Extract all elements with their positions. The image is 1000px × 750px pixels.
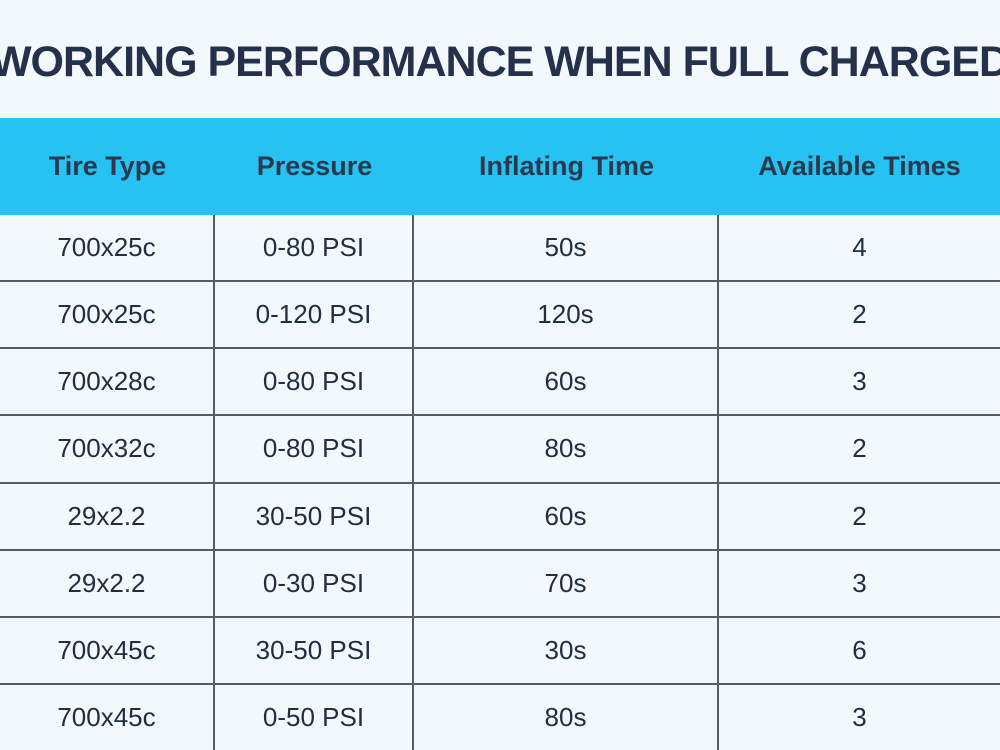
table-cell: 0-80 PSI xyxy=(215,416,414,482)
column-header-inflating-time: Inflating Time xyxy=(478,151,654,181)
table-cell: 29x2.2 xyxy=(0,550,215,616)
table-row: 700x25c 0-120 PSI 120s 2 xyxy=(0,280,1000,348)
table-cell: 700x32c xyxy=(0,416,215,482)
column-header-tire-type: Tire Type xyxy=(48,151,167,181)
table-cell: 30-50 PSI xyxy=(215,483,414,549)
table-row: 700x45c 30-50 PSI 30s 6 xyxy=(0,615,1000,683)
table-cell: 3 xyxy=(852,567,867,598)
table-row: 29x2.2 0-30 PSI 70s 3 xyxy=(0,548,1000,616)
column-header-available-times: Available Times xyxy=(758,151,961,181)
table-cell: 0-80 PSI xyxy=(215,215,414,281)
table-cell: 60s xyxy=(414,349,719,415)
table-cell: 3 xyxy=(852,701,867,732)
table-cell: 2 xyxy=(852,500,867,531)
table-cell: 700x25c xyxy=(0,282,215,348)
table-cell: 0-80 PSI xyxy=(215,349,414,415)
table-row: 700x45c 0-50 PSI 80s 3 xyxy=(0,682,1000,750)
table-row: 700x28c 0-80 PSI 60s 3 xyxy=(0,347,1000,415)
table-cell: 80s xyxy=(414,684,719,750)
table-cell: 60s xyxy=(414,483,719,549)
table-cell: 30-50 PSI xyxy=(215,617,414,683)
table-cell: 80s xyxy=(414,416,719,482)
table-cell: 700x25c xyxy=(0,215,215,281)
table-row: 29x2.2 30-50 PSI 60s 2 xyxy=(0,481,1000,549)
table-cell: 29x2.2 xyxy=(0,483,215,549)
table-cell: 0-50 PSI xyxy=(215,684,414,750)
table-body: 700x25c 0-80 PSI 50s 4 700x25c 0-120 PSI 120s 2… xyxy=(0,215,1000,750)
table-header-row: Tire Type Pressure Inflating Time Availa… xyxy=(0,118,1000,215)
table-cell: 0-120 PSI xyxy=(215,282,414,348)
column-header-pressure: Pressure xyxy=(256,151,373,181)
table-cell: 6 xyxy=(852,634,867,665)
table-cell: 120s xyxy=(414,282,719,348)
table-cell: 700x28c xyxy=(0,349,215,415)
table-cell: 2 xyxy=(852,299,867,330)
table-row: 700x25c 0-80 PSI 50s 4 xyxy=(0,215,1000,281)
table-cell: 70s xyxy=(414,550,719,616)
table-cell: 0-30 PSI xyxy=(215,550,414,616)
table-cell: 50s xyxy=(414,215,719,281)
table-cell: 700x45c xyxy=(0,617,215,683)
title-area: WORKING PERFORMANCE WHEN FULL CHARGED xyxy=(0,0,1000,118)
page-title: WORKING PERFORMANCE WHEN FULL CHARGED xyxy=(0,37,1000,86)
table-cell: 2 xyxy=(852,433,867,464)
table-cell: 30s xyxy=(414,617,719,683)
table-cell: 4 xyxy=(852,232,867,263)
table-cell: 3 xyxy=(852,366,867,397)
table-row: 700x32c 0-80 PSI 80s 2 xyxy=(0,414,1000,482)
table-cell: 700x45c xyxy=(0,684,215,750)
